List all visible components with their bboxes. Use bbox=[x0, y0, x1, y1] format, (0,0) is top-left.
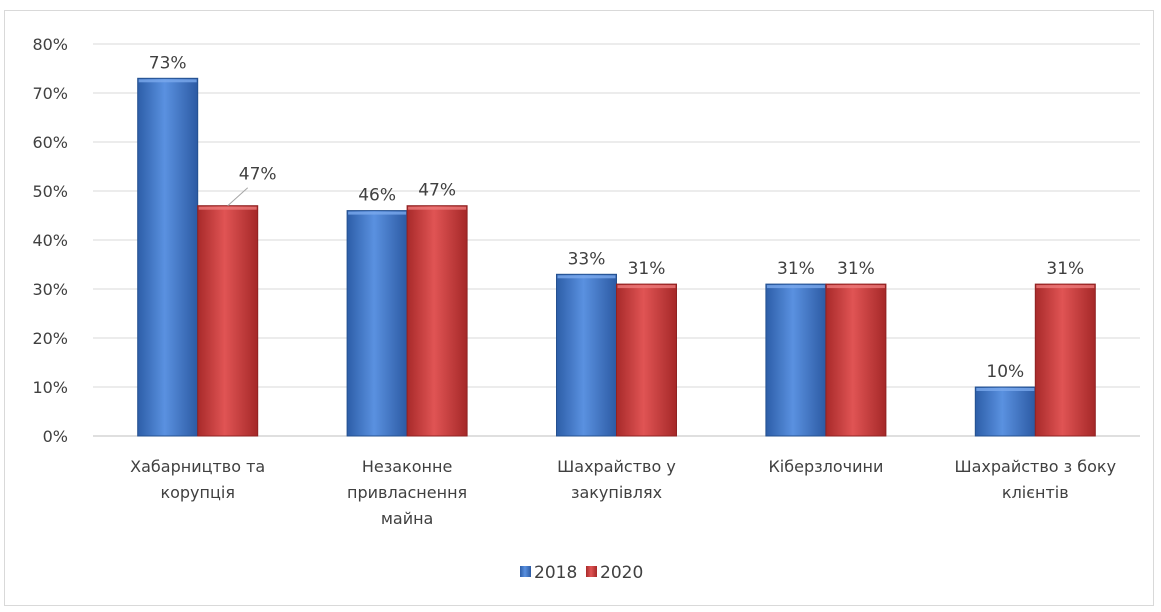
y-tick-label: 60% bbox=[32, 133, 68, 152]
data-label: 10% bbox=[986, 362, 1024, 382]
y-tick-label: 70% bbox=[32, 84, 68, 103]
y-tick-label: 40% bbox=[32, 231, 68, 250]
bars bbox=[137, 77, 1096, 437]
bar-top-highlight bbox=[976, 388, 1035, 391]
bar-2020-1 bbox=[406, 205, 468, 437]
y-tick-label: 10% bbox=[32, 378, 68, 397]
bar-top-highlight bbox=[826, 285, 885, 289]
x-category-label: Шахрайство у bbox=[557, 457, 676, 476]
x-category-label: закупівлях bbox=[571, 483, 662, 502]
data-label: 47% bbox=[239, 165, 277, 185]
bar-2020-0 bbox=[197, 205, 259, 437]
y-tick-label: 30% bbox=[32, 280, 68, 299]
legend: 2018 2020 bbox=[520, 563, 643, 583]
data-labels: 73% 47% 46% 47% 33% 31% 31% 31% 10% 31% bbox=[149, 53, 1084, 382]
data-label: 31% bbox=[777, 259, 815, 279]
y-axis-ticks: 0% 10% 20% 30% 40% 50% 60% 70% 80% bbox=[32, 35, 68, 446]
label-leader-line bbox=[227, 187, 249, 207]
y-tick-label: 20% bbox=[32, 329, 68, 348]
data-label: 31% bbox=[837, 259, 875, 279]
data-label: 33% bbox=[568, 249, 606, 269]
legend-swatch-2020 bbox=[586, 566, 597, 577]
bar-top-highlight bbox=[1036, 285, 1095, 289]
bar-2018-1 bbox=[346, 210, 408, 437]
legend-label-2018: 2018 bbox=[534, 563, 577, 583]
data-label: 73% bbox=[149, 53, 187, 73]
bar-top-highlight bbox=[766, 285, 825, 289]
data-label: 46% bbox=[358, 186, 396, 206]
bar-2018-3 bbox=[765, 283, 827, 437]
x-category-label: Незаконне bbox=[362, 457, 452, 476]
data-label: 31% bbox=[1046, 259, 1084, 279]
y-tick-label: 80% bbox=[32, 35, 68, 54]
bar-2018-4 bbox=[974, 386, 1036, 437]
x-axis-categories: Хабарництво та корупція Незаконне привласне… bbox=[130, 457, 1116, 528]
gridlines bbox=[93, 43, 1140, 437]
x-category-label: Шахрайство з боку bbox=[955, 457, 1117, 476]
data-label: 31% bbox=[628, 259, 666, 279]
bar-top-highlight bbox=[138, 79, 197, 83]
bar-top-highlight bbox=[198, 206, 257, 210]
x-category-label: майна bbox=[381, 509, 434, 528]
y-tick-label: 50% bbox=[32, 182, 68, 201]
x-category-label: корупція bbox=[160, 483, 235, 502]
bar-top-highlight bbox=[408, 206, 467, 210]
data-label: 47% bbox=[418, 181, 456, 201]
x-category-label: клієнтів bbox=[1002, 483, 1069, 502]
x-category-label: Хабарництво та bbox=[130, 457, 265, 476]
bar-2018-2 bbox=[556, 273, 617, 437]
bar-top-highlight bbox=[348, 211, 407, 215]
bar-2018-0 bbox=[137, 77, 199, 437]
x-category-label: привласнення bbox=[347, 483, 467, 502]
x-category-label: Кіберзлочини bbox=[768, 457, 883, 476]
bar-2020-3 bbox=[825, 283, 887, 437]
bar-2020-4 bbox=[1034, 283, 1096, 437]
bar-top-highlight bbox=[557, 275, 616, 279]
y-tick-label: 0% bbox=[43, 427, 68, 446]
bar-2020-2 bbox=[616, 283, 677, 437]
bar-top-highlight bbox=[617, 285, 676, 289]
legend-label-2020: 2020 bbox=[600, 563, 643, 583]
legend-swatch-2018 bbox=[520, 566, 531, 577]
